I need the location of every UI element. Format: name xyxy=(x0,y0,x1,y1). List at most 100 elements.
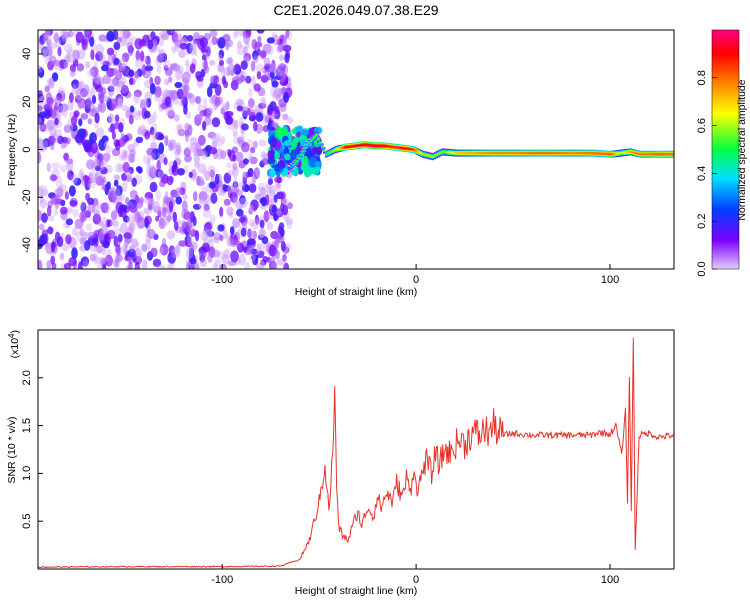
noise-blob xyxy=(260,187,266,197)
noise-blob xyxy=(80,201,86,211)
noise-blob xyxy=(105,249,112,257)
noise-blob xyxy=(247,238,256,246)
noise-blob xyxy=(87,197,95,205)
ridge-segment xyxy=(377,144,380,147)
noise-blob xyxy=(178,240,188,247)
noise-blob xyxy=(263,68,270,76)
x-tick-label: -100 xyxy=(211,274,233,286)
noise-blob xyxy=(144,65,154,72)
noise-blob xyxy=(102,176,107,184)
ridge-segment xyxy=(439,151,442,154)
noise-blob xyxy=(68,256,77,267)
ridge-segment xyxy=(625,151,628,154)
noise-blob xyxy=(49,174,58,182)
spectrogram-ylabel: Frequency (Hz) xyxy=(6,114,18,186)
noise-blob xyxy=(49,55,57,66)
noise-blob xyxy=(278,222,285,230)
noise-blob xyxy=(47,42,52,55)
ridge-segment xyxy=(315,134,318,137)
noise-blob xyxy=(122,180,128,192)
noise-blob xyxy=(189,40,198,50)
noise-blob xyxy=(253,121,258,132)
noise-blob xyxy=(38,187,44,198)
noise-blob xyxy=(56,186,64,198)
noise-blob xyxy=(65,218,74,226)
ridge-segment xyxy=(571,152,574,155)
colorbar-gradient xyxy=(711,29,740,270)
noise-blob xyxy=(198,194,204,204)
onset-blob xyxy=(315,165,321,173)
ridge-segment xyxy=(418,151,421,154)
noise-blob xyxy=(68,123,74,134)
noise-blob xyxy=(227,64,236,76)
ridge-segment xyxy=(319,141,322,144)
noise-blob xyxy=(117,98,124,109)
noise-blob xyxy=(90,66,99,77)
ridge-segment xyxy=(509,152,512,155)
noise-blob xyxy=(232,31,239,39)
noise-blob xyxy=(243,246,248,253)
noise-blob xyxy=(150,141,157,150)
noise-blob xyxy=(170,91,178,100)
noise-blob xyxy=(101,183,106,191)
noise-blob xyxy=(280,74,286,83)
noise-blob xyxy=(261,236,269,245)
noise-blob xyxy=(149,126,155,136)
snr-panel: -100 0 100 0.5 1.0 1.5 2.0 Height of straight … xyxy=(6,329,675,597)
noise-blob xyxy=(87,231,96,239)
noise-blob xyxy=(252,140,258,149)
noise-blob xyxy=(166,175,174,186)
ridge-segment xyxy=(524,152,528,155)
noise-blob xyxy=(108,79,115,91)
noise-blob xyxy=(189,43,197,56)
noise-blob xyxy=(170,92,175,103)
noise-blob xyxy=(253,255,258,263)
ridge-segment xyxy=(621,151,625,154)
ridge-segment xyxy=(478,152,481,155)
noise-blob xyxy=(58,35,67,46)
noise-blob xyxy=(94,112,100,124)
ridge-segment xyxy=(468,152,471,155)
ridge-segment xyxy=(511,152,514,155)
noise-blob xyxy=(209,169,215,178)
noise-blob xyxy=(225,115,233,125)
noise-blob xyxy=(46,205,52,217)
noise-blob xyxy=(234,98,244,106)
ridge-segment xyxy=(402,147,405,150)
noise-blob xyxy=(90,49,95,61)
noise-blob xyxy=(38,123,45,131)
ridge-segment xyxy=(328,151,332,154)
ridge-segment xyxy=(580,152,584,155)
noise-blob xyxy=(194,156,201,168)
ridge-segment xyxy=(363,143,367,146)
noise-blob xyxy=(185,247,194,259)
noise-blob xyxy=(254,218,261,225)
ridge-segment xyxy=(472,152,475,155)
noise-blob xyxy=(63,60,69,70)
noise-blob xyxy=(144,110,151,119)
noise-blob xyxy=(135,58,142,69)
ridge-segment xyxy=(567,152,570,155)
ridge-segment xyxy=(295,160,299,163)
noise-blob xyxy=(93,157,100,168)
noise-blob xyxy=(202,236,212,245)
noise-blob xyxy=(246,247,253,254)
noise-blob xyxy=(147,229,156,239)
noise-blob xyxy=(38,184,47,192)
noise-blob xyxy=(111,196,119,204)
ridge-segment xyxy=(338,147,341,150)
noise-blob xyxy=(230,226,235,236)
noise-blob xyxy=(248,155,256,165)
ridge-segment xyxy=(412,148,415,151)
noise-blob xyxy=(241,141,250,153)
ridge-segment xyxy=(518,152,522,155)
noise-blob xyxy=(217,224,225,232)
noise-blob xyxy=(87,69,96,78)
noise-blob xyxy=(260,74,269,83)
ridge-segment xyxy=(594,152,597,155)
x-tick-label: -100 xyxy=(211,574,233,586)
noise-blob xyxy=(236,105,244,112)
noise-blob xyxy=(181,220,188,229)
noise-blob xyxy=(226,237,234,247)
noise-blob xyxy=(255,63,264,73)
